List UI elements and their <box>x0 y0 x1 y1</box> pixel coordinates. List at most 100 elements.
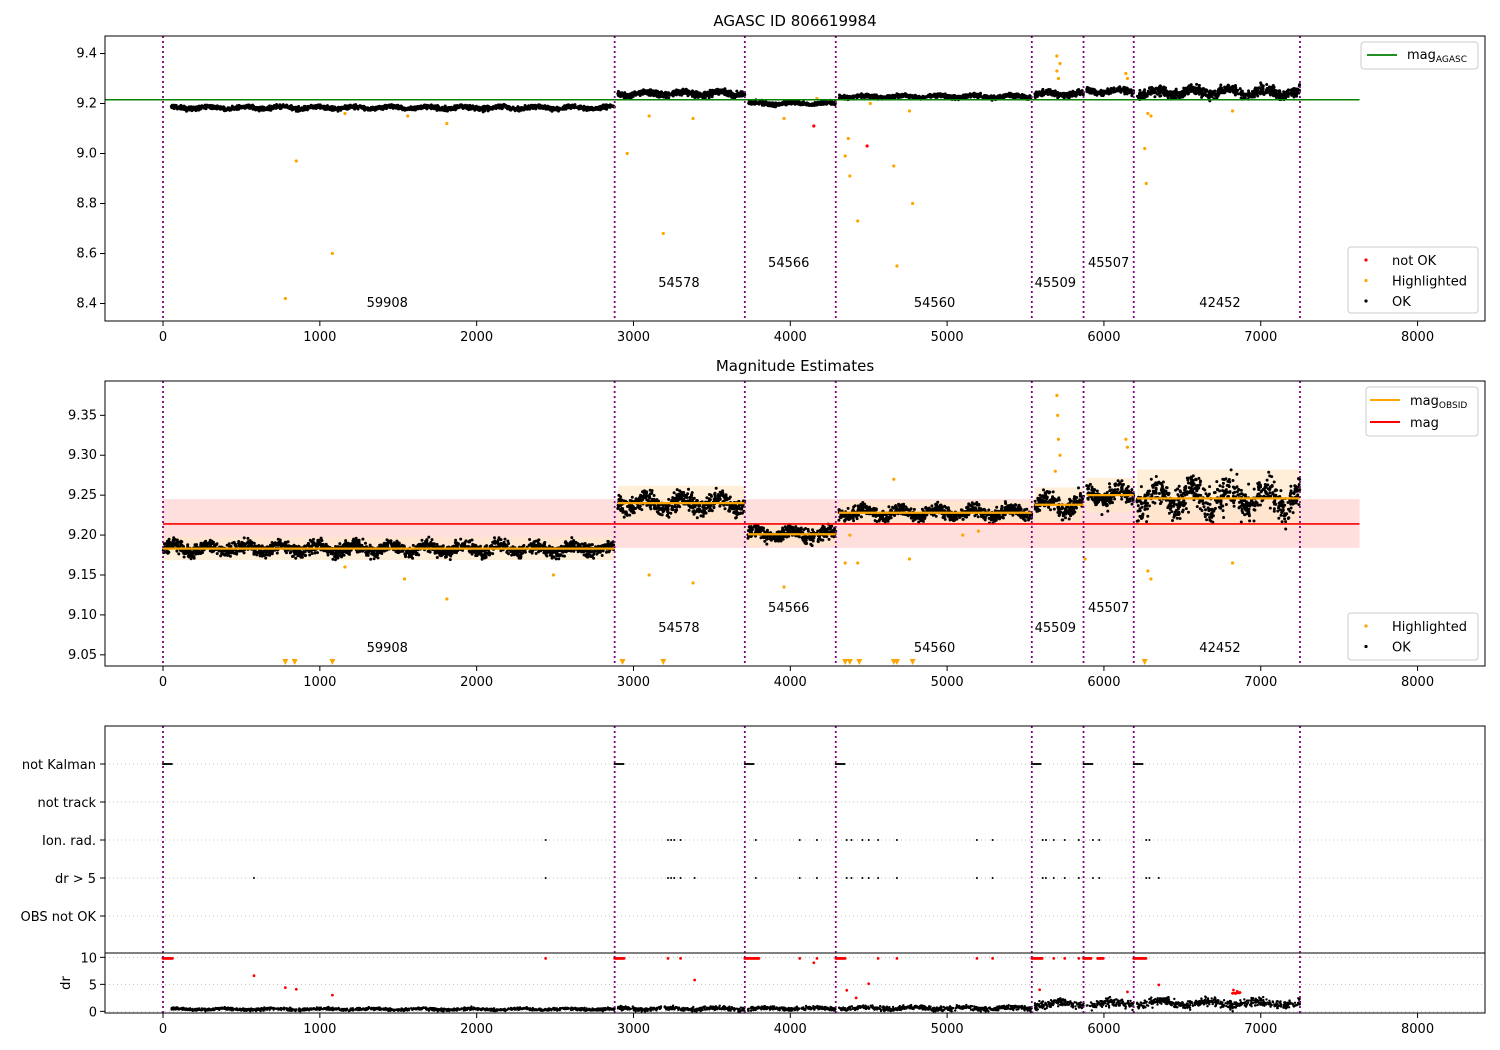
p1-ok-point-1702 <box>262 105 266 109</box>
p1-ok-point-4371 <box>1261 86 1265 90</box>
p1-highlighted-point-1 <box>294 159 298 163</box>
p1-ok-point-1928 <box>735 89 739 93</box>
p1-ok-point-2246 <box>672 92 675 96</box>
p1-ok-point-3727 <box>1091 91 1094 95</box>
p1-ok-point-1722 <box>362 106 366 109</box>
p1-ok-point-2235 <box>740 92 744 96</box>
p1-highlighted-point-22 <box>1058 61 1062 66</box>
panel-estimates-title: Magnitude Estimates <box>716 357 874 375</box>
p1-ok-point-2254 <box>685 92 689 96</box>
p1-xtick-label-3: 3000 <box>617 330 650 345</box>
p1-ok-point-1613 <box>333 107 337 111</box>
p1-ok-point-3549 <box>1045 89 1049 93</box>
p1-ok-point-4235 <box>1217 87 1221 91</box>
p1-ok-point-1680 <box>239 106 242 110</box>
p1-ok-point-3697 <box>1118 85 1122 89</box>
p1-ok-point-1661 <box>215 106 219 110</box>
p1-ok-point-4340 <box>1220 87 1224 91</box>
p1-ok-point-1655 <box>542 106 546 110</box>
p1-ok-point-4225 <box>1256 94 1260 98</box>
p1-ok-point-1719 <box>528 104 532 108</box>
p1-obsid-label-6: 42452 <box>1199 296 1240 311</box>
p1-ok-point-1696 <box>235 104 239 108</box>
p1-ok-point-2252 <box>628 92 632 96</box>
p1-not-ok-point-0 <box>812 124 816 128</box>
p1-highlighted-point-13 <box>848 174 852 178</box>
p1-ok-point-1600 <box>395 106 399 110</box>
p1-ok-point-1630 <box>419 104 423 108</box>
p1-ok-point-4388 <box>1176 92 1179 96</box>
p1-ok-point-4249 <box>1207 93 1211 97</box>
p1-ok-point-2248 <box>619 95 622 99</box>
p1-xtick-label-2: 2000 <box>460 330 493 345</box>
p1-ok-point-4378 <box>1232 89 1236 93</box>
p1-ok-point-3365 <box>1006 93 1010 97</box>
p1-ok-point-3551 <box>1056 96 1060 100</box>
p1-obsid-label-1: 54578 <box>658 276 699 291</box>
p1-ok-point-3318 <box>948 95 952 99</box>
p1-ok-point-1679 <box>491 105 495 109</box>
p1-obsid-label-4: 45509 <box>1035 276 1076 291</box>
p1-ok-point-3350 <box>1028 94 1032 98</box>
p1-ok-point-4165 <box>1269 93 1272 97</box>
p1-xtick-label-5: 5000 <box>931 330 964 345</box>
p1-ok-point-1688 <box>426 105 430 109</box>
p1-ok-point-3343 <box>904 95 908 99</box>
p1-ytick-label-0: 8.4 <box>76 297 97 312</box>
p1-ok-point-3355 <box>879 94 883 98</box>
p1-ok-point-3552 <box>1067 94 1071 98</box>
p1-obsid-label-3: 54560 <box>914 296 955 311</box>
p1-ok-point-3288 <box>856 94 860 98</box>
p1-ok-point-2215 <box>723 92 727 96</box>
p1-ok-point-2256 <box>664 96 668 100</box>
p1-ok-point-1749 <box>281 104 285 108</box>
p1-ok-point-4379 <box>1278 89 1282 93</box>
p1-xtick-label-6: 6000 <box>1087 330 1120 345</box>
p1-ok-point-1611 <box>399 104 403 108</box>
p1-ok-point-4362 <box>1293 93 1297 97</box>
p1-highlighted-point-10 <box>782 116 786 121</box>
p1-ok-point-1730 <box>355 106 359 110</box>
p2-ok-point-109 <box>430 538 434 542</box>
p1-ok-point-2598 <box>767 102 771 105</box>
p1-ok-point-4364 <box>1194 88 1198 92</box>
p1-ok-point-1650 <box>422 104 426 108</box>
p1-highlighted-point-27 <box>1146 111 1150 116</box>
p1-ok-point-3805 <box>1265 83 1269 86</box>
p1-ok-point-2249 <box>625 92 629 96</box>
p1-ok-point-1554 <box>524 107 528 111</box>
p1-ok-point-2179 <box>695 90 699 94</box>
p1-ok-point-1669 <box>210 105 214 109</box>
p1-ok-point-4331 <box>1266 90 1269 94</box>
p1-ok-point-1413 <box>497 105 500 108</box>
p1-ok-point-1692 <box>343 105 347 109</box>
p1-highlighted-point-28 <box>1149 114 1153 118</box>
p1-ok-point-4289 <box>1146 89 1150 93</box>
p1-highlighted-point-31 <box>868 101 872 106</box>
p1-ok-point-1698 <box>304 107 308 110</box>
p1-ok-point-4335 <box>1208 95 1212 99</box>
p1-ok-point-3513 <box>1053 94 1057 98</box>
p1-ok-point-3342 <box>972 92 976 96</box>
p1-ok-point-4356 <box>1289 89 1293 93</box>
p1-ok-point-4377 <box>1271 90 1275 94</box>
p1-ok-point-1738 <box>294 106 298 110</box>
panel-agasc: AGASC ID 806619984 599085457854566545604… <box>76 12 1486 345</box>
p1-ok-point-3354 <box>983 94 987 98</box>
p1-ok-point-3557 <box>1064 93 1068 97</box>
p1-ok-point-4114 <box>1195 82 1199 86</box>
p2-ok-point-86 <box>316 551 319 555</box>
p1-ok-point-3528 <box>1073 92 1077 96</box>
p1-xtick-label-0: 0 <box>159 330 167 345</box>
p1-ok-point-4312 <box>1164 89 1168 93</box>
p1-ok-point-4278 <box>1243 92 1247 96</box>
p1-xtick-label-7: 7000 <box>1244 330 1277 345</box>
p1-ok-point-1693 <box>203 104 207 108</box>
p1-ok-point-3356 <box>863 93 867 97</box>
p1-ok-point-2586 <box>807 103 811 107</box>
p1-ok-point-1712 <box>546 104 550 108</box>
p2-ok-point-413 <box>506 539 510 543</box>
p1-ok-point-3325 <box>903 92 907 96</box>
p1-ok-point-4387 <box>1236 92 1240 96</box>
